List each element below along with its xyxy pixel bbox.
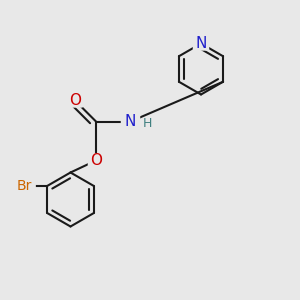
Text: O: O <box>69 93 81 108</box>
FancyBboxPatch shape <box>14 179 36 193</box>
Text: H: H <box>142 117 152 130</box>
Text: N: N <box>125 114 136 129</box>
Text: N: N <box>195 36 207 51</box>
Text: O: O <box>90 153 102 168</box>
FancyBboxPatch shape <box>121 114 140 129</box>
FancyBboxPatch shape <box>193 36 209 51</box>
FancyBboxPatch shape <box>88 153 104 168</box>
Text: Br: Br <box>17 179 32 193</box>
FancyBboxPatch shape <box>67 93 83 108</box>
